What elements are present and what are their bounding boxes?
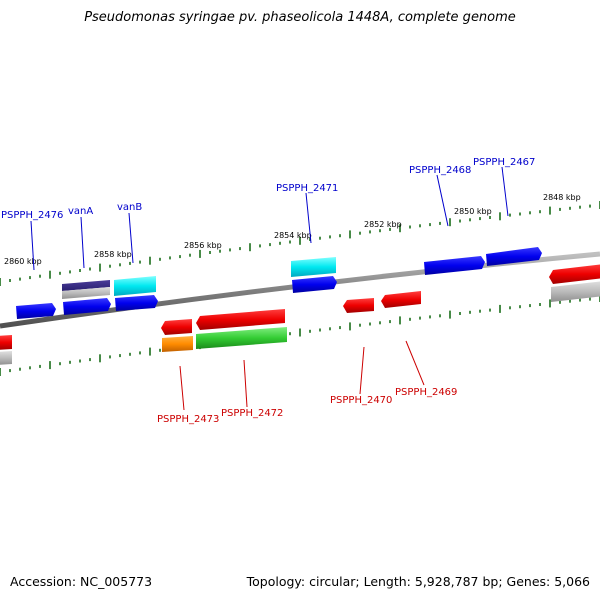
leader-line [405, 340, 425, 386]
gene-label[interactable]: PSPPH_2467 [473, 157, 535, 168]
gene-label[interactable]: PSPPH_2471 [276, 183, 338, 194]
scale-label: 2858 kbp [94, 250, 132, 259]
gene-arrow[interactable] [161, 319, 192, 335]
gene-arrow[interactable] [292, 276, 337, 293]
gene-arrow[interactable] [63, 298, 111, 315]
gene-box[interactable] [62, 287, 110, 299]
leader-line [30, 220, 35, 271]
gene-label[interactable]: PSPPH_2468 [409, 165, 471, 176]
gene-label[interactable]: PSPPH_2470 [330, 395, 392, 406]
gene-arrow[interactable] [424, 256, 485, 275]
gene-label[interactable]: vanB [117, 202, 142, 213]
scale-label: 2854 kbp [274, 231, 312, 240]
gene-label[interactable]: PSPPH_2476 [1, 210, 63, 221]
gene-label[interactable]: PSPPH_2473 [157, 414, 219, 425]
scale-label: 2848 kbp [543, 193, 581, 202]
scale-label: 2850 kbp [454, 207, 492, 216]
gene-box[interactable] [551, 281, 600, 302]
leader-line [179, 365, 185, 411]
gene-label[interactable]: PSPPH_2469 [395, 387, 457, 398]
gene-box[interactable] [0, 351, 12, 365]
gene-arrow[interactable] [549, 264, 600, 284]
forward-genes [16, 247, 542, 319]
gene-arrow[interactable] [0, 335, 12, 350]
gene-arrow[interactable] [381, 291, 421, 308]
leader-line [359, 346, 365, 395]
leader-line [436, 174, 449, 227]
gene-box[interactable] [196, 327, 287, 349]
leader-line [501, 166, 509, 217]
gene-arrow[interactable] [196, 309, 285, 330]
gene-arrow[interactable] [115, 295, 158, 311]
leader-line [80, 216, 85, 269]
gene-arrow[interactable] [486, 247, 542, 266]
scale-label: 2856 kbp [184, 241, 222, 250]
leader-line [305, 192, 312, 244]
gene-box[interactable] [114, 276, 156, 296]
gene-arrow[interactable] [343, 298, 374, 313]
gene-label[interactable]: PSPPH_2472 [221, 408, 283, 419]
gene-box[interactable] [291, 257, 336, 277]
genome-title: Pseudomonas syringae pv. phaseolicola 14… [84, 10, 516, 25]
scale-label: 2860 kbp [4, 257, 42, 266]
leader-line [128, 212, 134, 264]
upper-tick-track [0, 201, 600, 286]
leader-line [243, 359, 248, 408]
scale-label: 2852 kbp [364, 220, 402, 229]
gene-arrow[interactable] [16, 303, 56, 319]
accession-text: Accession: NC_005773 [10, 574, 153, 589]
genome-summary-text: Topology: circular; Length: 5,928,787 bp… [246, 574, 590, 589]
reverse-genes [0, 264, 600, 365]
gene-box[interactable] [162, 336, 193, 352]
gene-label[interactable]: vanA [68, 206, 93, 217]
gene-box[interactable] [62, 280, 110, 291]
